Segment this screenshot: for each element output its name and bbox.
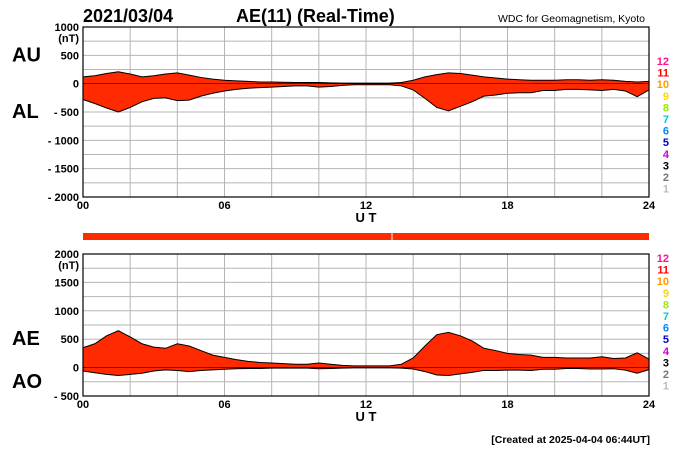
x-tick-label: 18: [501, 399, 513, 411]
legend-level-2: 2: [663, 369, 669, 381]
legend-level-3: 3: [663, 357, 669, 369]
x-tick-label: 00: [77, 399, 89, 411]
data-source-label: WDC for Geomagnetism, Kyoto: [498, 13, 645, 25]
x-tick-label: 24: [643, 200, 656, 212]
legend-level-5: 5: [663, 137, 669, 149]
x-axis-label: U T: [356, 210, 377, 225]
legend-level-8: 8: [663, 102, 669, 114]
legend-level-5: 5: [663, 334, 669, 346]
series-line-au: [82, 71, 650, 84]
y-tick-label: - 2000: [48, 192, 79, 204]
grid-lines: [82, 26, 650, 198]
x-tick-label: 06: [218, 200, 230, 212]
legend-level-3: 3: [663, 160, 669, 172]
legend-level-8: 8: [663, 299, 669, 311]
legend-level-12: 12: [657, 56, 669, 68]
x-tick-label: 12: [360, 200, 372, 212]
unit-label: (nT): [58, 260, 79, 272]
legend-level-1: 1: [663, 184, 669, 196]
x-tick-label: 18: [501, 200, 513, 212]
y-tick-label: 500: [61, 50, 79, 62]
legend-level-11: 11: [657, 265, 669, 277]
x-axis-label: U T: [356, 409, 377, 424]
side-label-ao: AO: [12, 371, 42, 393]
legend-level-9: 9: [663, 91, 669, 103]
y-tick-label: 1500: [55, 277, 79, 289]
plot-frame: [82, 26, 650, 198]
legend-level-9: 9: [663, 288, 669, 300]
series-line-al: [82, 84, 650, 113]
legend-level-4: 4: [663, 149, 670, 161]
legend-level-2: 2: [663, 172, 669, 184]
x-tick-label: 24: [643, 399, 656, 411]
index-envelope-area: [83, 71, 649, 112]
side-label-au: AU: [12, 44, 41, 66]
legend-level-11: 11: [657, 68, 669, 80]
data-coverage-bar: [83, 233, 649, 240]
side-label-al: AL: [12, 101, 39, 123]
legend-level-10: 10: [657, 79, 669, 91]
legend-level-10: 10: [657, 276, 669, 288]
plot-frame: [82, 253, 650, 397]
figure-title: AE(11) (Real-Time): [236, 6, 395, 26]
y-tick-label: 0: [73, 79, 79, 91]
unit-label: (nT): [58, 33, 79, 45]
side-label-ae: AE: [12, 328, 40, 350]
y-tick-label: - 1500: [48, 164, 79, 176]
y-tick-label: 2000: [55, 249, 79, 261]
y-tick-label: - 500: [54, 107, 79, 119]
x-tick-label: 06: [218, 399, 230, 411]
x-tick-label: 00: [77, 200, 89, 212]
y-tick-label: - 1000: [48, 135, 79, 147]
legend-level-4: 4: [663, 346, 670, 358]
index-envelope-area: [83, 330, 649, 376]
created-timestamp: [Created at 2025-04-04 06:44UT]: [491, 434, 650, 446]
y-tick-label: 0: [73, 363, 79, 375]
grid-lines: [82, 253, 650, 397]
y-tick-label: 500: [61, 334, 79, 346]
y-tick-label: 1000: [55, 306, 79, 318]
legend-level-6: 6: [663, 126, 669, 138]
series-line-ae: [82, 330, 650, 367]
legend-level-1: 1: [663, 381, 669, 393]
legend-level-7: 7: [663, 114, 669, 126]
legend-level-7: 7: [663, 311, 669, 323]
x-tick-label: 12: [360, 399, 372, 411]
y-tick-label: 1000: [55, 22, 79, 34]
date-label: 2021/03/04: [83, 6, 173, 26]
legend-level-6: 6: [663, 323, 669, 335]
legend-level-12: 12: [657, 253, 669, 265]
y-tick-label: - 500: [54, 391, 79, 403]
